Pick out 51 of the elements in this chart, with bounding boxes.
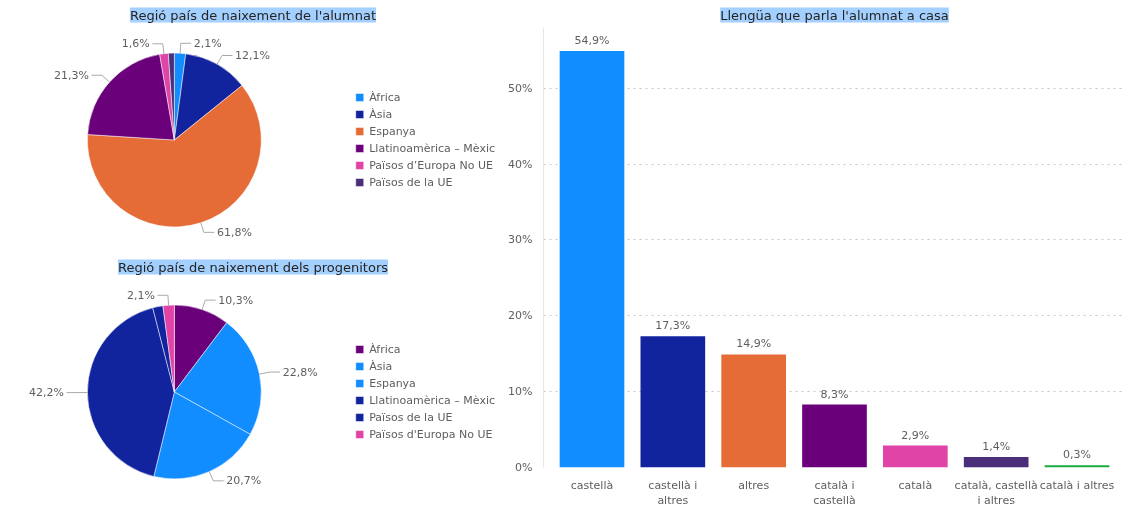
data-label: 8,3% [820, 387, 849, 401]
y-tick-label: 0% [515, 461, 533, 474]
chart-title: Llengüa que parla l'alumnat a casa [720, 7, 949, 23]
data-label: 12,1% [235, 49, 271, 63]
y-tick-label: 10% [508, 385, 533, 399]
data-label: 0,3% [1063, 448, 1091, 462]
x-tick-label: català i altres [1039, 478, 1115, 492]
y-tick-label: 40% [508, 157, 533, 171]
data-label: 2,1% [126, 288, 155, 302]
y-tick-label: 20% [508, 309, 533, 323]
chart-title: Regió país de naixement de l'alumnat [129, 7, 377, 23]
x-tick-label: català, castellà i altres [954, 478, 1038, 508]
legend-label: Països de la UE [369, 410, 453, 424]
chart-title: Regió país de naixement dels progenitors [117, 259, 389, 275]
bar [640, 336, 706, 468]
bar [721, 354, 786, 468]
data-label: 1,4% [982, 439, 1011, 453]
bar [559, 51, 625, 468]
data-label: 17,3% [655, 319, 691, 333]
legend-label: Països d’Europa No UE [369, 158, 493, 172]
data-label: 20,7% [226, 474, 262, 488]
legend-label: Àfrica [369, 342, 401, 356]
legend-label: Espanya [369, 124, 416, 138]
data-label: 61,8% [216, 225, 252, 239]
legend-label: Àsia [369, 107, 393, 121]
legend-label: Països d'Europa No UE [369, 427, 493, 441]
legend-label: Llatinoamèrica – Mèxic [369, 141, 495, 155]
legend-label: Espanya [369, 376, 416, 390]
y-tick-label: 50% [508, 81, 533, 95]
data-label: 1,6% [121, 37, 150, 51]
bar [883, 445, 948, 468]
bar [802, 404, 867, 468]
data-label: 2,9% [901, 428, 930, 442]
legend-label: Països de la UE [369, 175, 453, 189]
legend-label: Llatinoamèrica – Mèxic [369, 393, 495, 407]
x-tick-label: català [898, 478, 933, 492]
data-label: 42,2% [29, 386, 64, 400]
x-tick-label: castellà [570, 478, 614, 492]
y-tick-label: 30% [508, 233, 533, 247]
legend-label: Àsia [369, 359, 393, 373]
data-label: 22,8% [282, 365, 318, 379]
data-label: 10,3% [218, 293, 254, 307]
x-tick-label: altres [738, 478, 770, 492]
data-label: 2,1% [193, 36, 222, 50]
legend-label: Àfrica [369, 90, 401, 104]
x-tick-label: castellà i altres [648, 478, 698, 508]
bar [963, 456, 1029, 468]
data-label: 54,9% [574, 34, 610, 48]
data-label: 21,3% [53, 68, 89, 82]
x-tick-label: català i castellà [813, 478, 856, 508]
data-label: 14,9% [736, 337, 772, 351]
